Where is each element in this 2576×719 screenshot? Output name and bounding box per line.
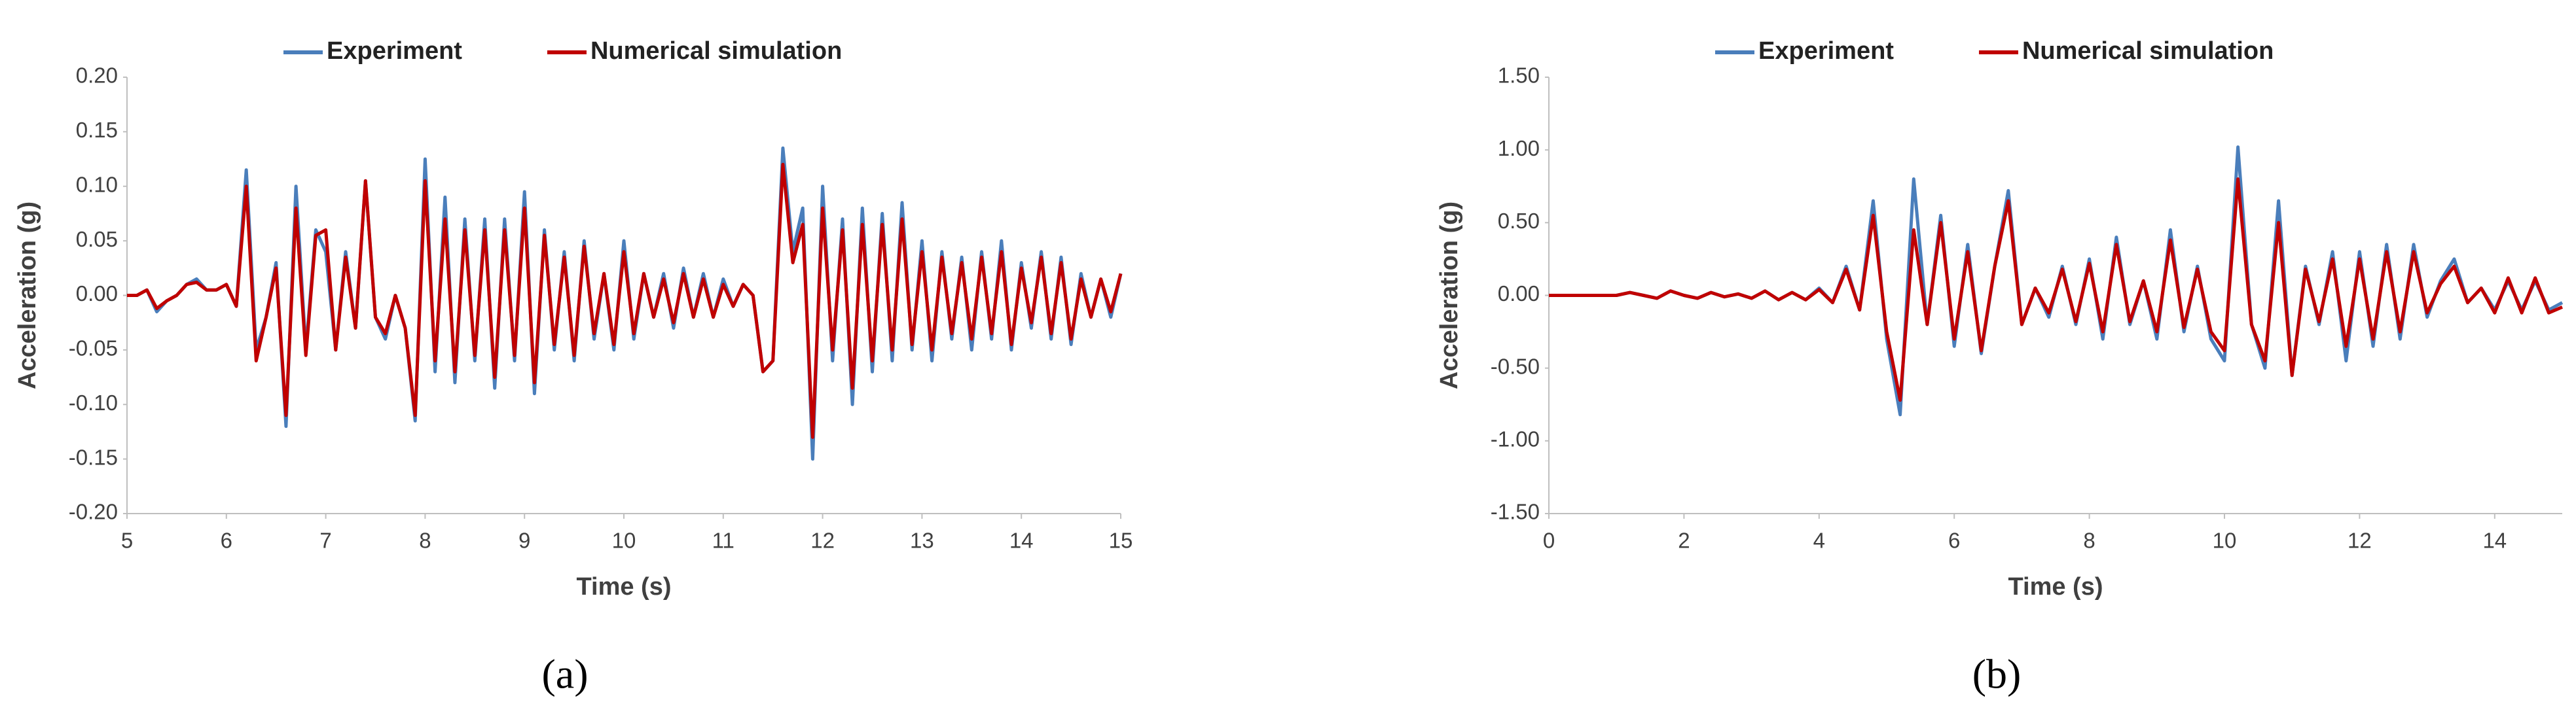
y-tick-label: -1.50 (1491, 500, 1540, 524)
y-tick-label: -0.05 (69, 336, 118, 360)
y-tick-label: 0.00 (1498, 281, 1540, 306)
x-tick-label: 7 (319, 529, 331, 553)
x-tick-label: 14 (1009, 529, 1034, 553)
x-tick-label: 10 (2213, 529, 2237, 553)
x-tick-label: 4 (1813, 529, 1825, 553)
legend-label: Experiment (327, 37, 462, 65)
y-tick-label: 0.10 (76, 172, 118, 196)
y-tick-label: 0.05 (76, 227, 118, 251)
data-line (1549, 177, 2563, 402)
data-line (127, 162, 1123, 439)
x-tick-label: 0 (1543, 529, 1555, 553)
y-tick-label: -0.50 (1491, 354, 1540, 378)
y-tick-label: -0.10 (69, 391, 118, 415)
x-tick-label: 14 (2482, 529, 2507, 553)
y-tick-label: 0.20 (76, 63, 118, 88)
legend: Experiment Numerical simulation (283, 37, 842, 65)
x-tick-label: 13 (910, 529, 934, 553)
legend: Experiment Numerical simulation (1715, 37, 2274, 65)
legend-label: Numerical simulation (2022, 37, 2274, 65)
panel-label: (b) (1972, 651, 2022, 697)
x-axis-title: Time (s) (2008, 573, 2103, 601)
x-tick-label: 12 (2348, 529, 2372, 553)
x-axis-title: Time (s) (576, 573, 671, 601)
legend-label: Numerical simulation (590, 37, 842, 65)
y-tick-label: 0.15 (76, 118, 118, 142)
y-axis-title: Acceleration (g) (14, 202, 41, 389)
x-tick-label: 15 (1109, 529, 1133, 553)
y-tick-label: -1.00 (1491, 427, 1540, 451)
y-tick-label: 0.00 (76, 281, 118, 306)
x-tick-label: 8 (419, 529, 431, 553)
x-tick-label: 12 (810, 529, 835, 553)
x-tick-label: 6 (221, 529, 232, 553)
data-line (127, 146, 1123, 461)
x-tick-label: 9 (518, 529, 530, 553)
panel-label: (a) (541, 651, 588, 697)
y-tick-label: -0.15 (69, 445, 118, 469)
y-axis-title: Acceleration (g) (1436, 202, 1463, 389)
x-tick-label: 10 (612, 529, 636, 553)
y-tick-label: -0.20 (69, 500, 118, 524)
x-tick-label: 5 (121, 529, 133, 553)
legend-label: Experiment (1758, 37, 1894, 65)
y-tick-label: 1.50 (1498, 63, 1540, 88)
x-tick-label: 6 (1948, 529, 1960, 553)
x-tick-label: 8 (2083, 529, 2095, 553)
x-tick-label: 11 (712, 529, 735, 553)
x-tick-label: 2 (1678, 529, 1690, 553)
y-tick-label: 0.50 (1498, 209, 1540, 233)
y-tick-label: 1.00 (1498, 136, 1540, 160)
